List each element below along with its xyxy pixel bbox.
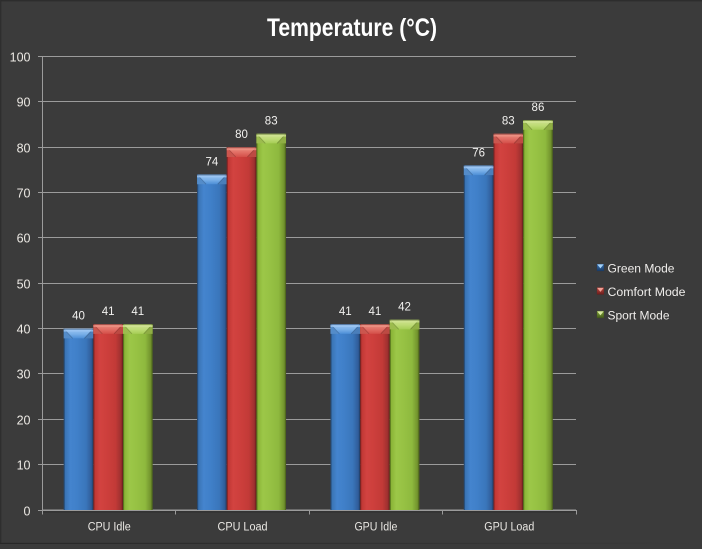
svg-text:70: 70 <box>17 186 31 200</box>
svg-text:41: 41 <box>369 306 382 318</box>
svg-text:50: 50 <box>17 277 31 291</box>
svg-text:100: 100 <box>10 50 31 64</box>
svg-text:41: 41 <box>102 306 115 318</box>
svg-text:80: 80 <box>17 141 31 155</box>
svg-text:20: 20 <box>17 413 31 427</box>
svg-text:GPU Load: GPU Load <box>484 522 534 534</box>
svg-text:10: 10 <box>17 458 31 472</box>
svg-text:Comfort Mode: Comfort Mode <box>608 287 686 299</box>
svg-text:40: 40 <box>17 322 31 336</box>
svg-text:40: 40 <box>72 311 85 323</box>
svg-text:42: 42 <box>398 302 411 314</box>
svg-text:83: 83 <box>265 116 278 128</box>
svg-text:74: 74 <box>206 156 219 168</box>
svg-text:Temperature (°C): Temperature (°C) <box>267 14 437 42</box>
svg-text:41: 41 <box>131 306 144 318</box>
svg-text:60: 60 <box>17 231 31 245</box>
svg-text:Green Mode: Green Mode <box>608 264 675 276</box>
svg-text:83: 83 <box>502 116 515 128</box>
svg-text:41: 41 <box>339 306 352 318</box>
svg-text:0: 0 <box>24 504 31 518</box>
svg-text:86: 86 <box>532 102 545 114</box>
svg-text:CPU Idle: CPU Idle <box>88 522 131 534</box>
svg-text:90: 90 <box>17 95 31 109</box>
svg-text:GPU Idle: GPU Idle <box>354 522 397 534</box>
svg-text:30: 30 <box>17 367 31 381</box>
svg-text:Sport Mode: Sport Mode <box>608 311 670 323</box>
svg-text:CPU Load: CPU Load <box>218 522 268 534</box>
svg-text:80: 80 <box>235 129 248 141</box>
svg-text:76: 76 <box>472 147 485 159</box>
